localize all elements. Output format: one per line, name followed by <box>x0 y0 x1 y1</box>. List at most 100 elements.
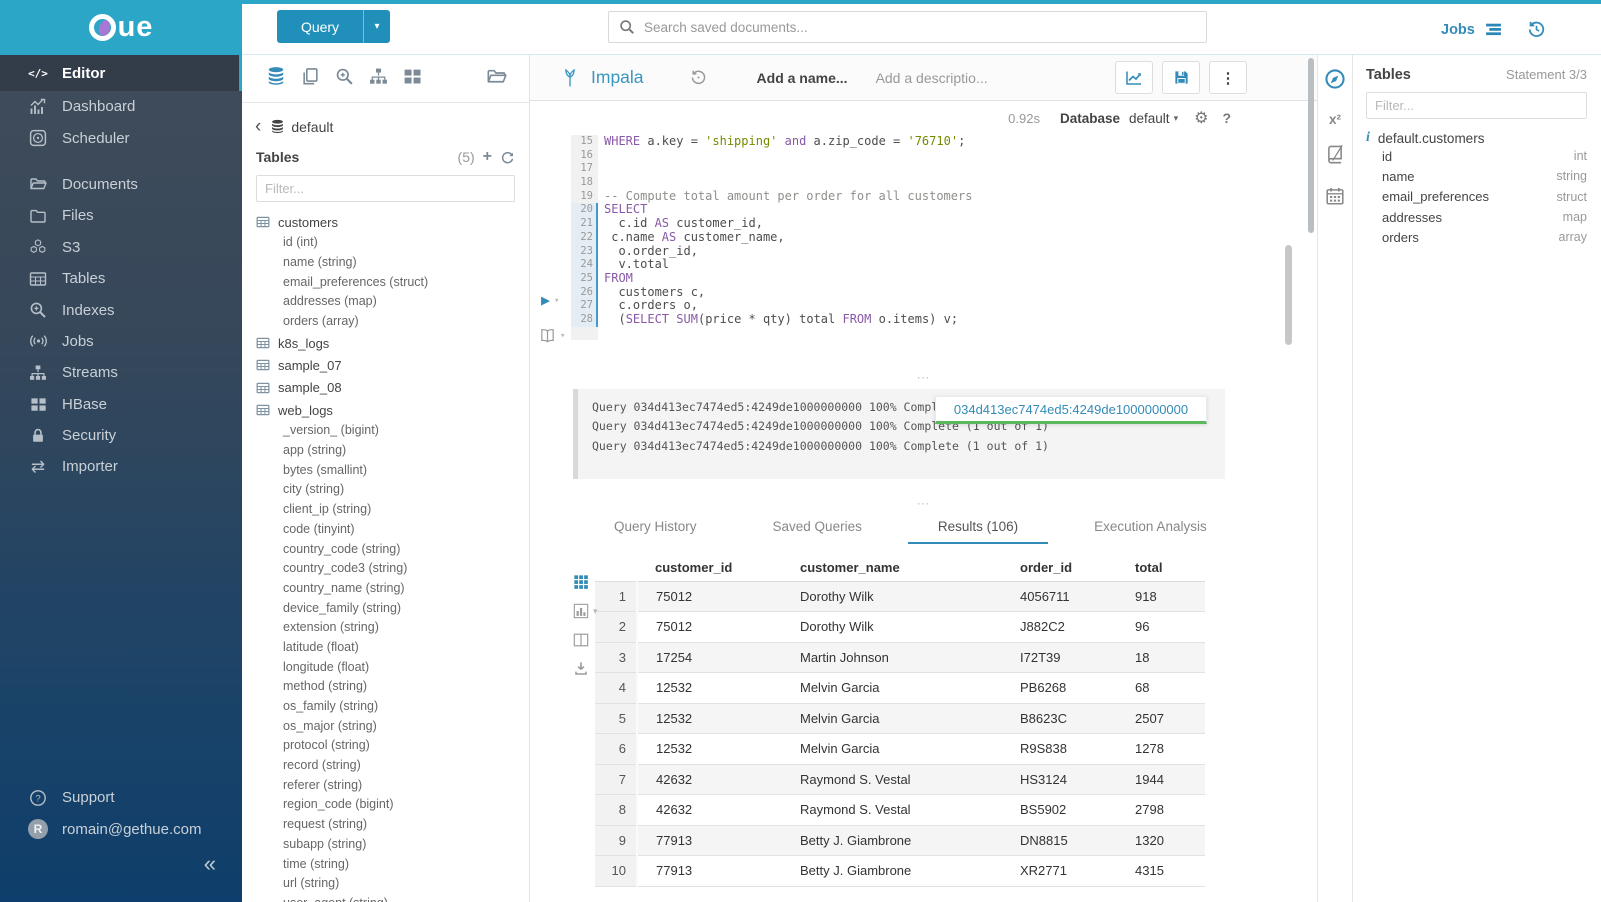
chevron-down-icon[interactable]: ▾ <box>1174 113 1179 124</box>
assist-column[interactable]: name (string) <box>256 253 529 273</box>
assist-column[interactable]: url (string) <box>256 874 529 894</box>
sidebar-item-jobs[interactable]: Jobs <box>0 326 242 357</box>
assist-column[interactable]: record (string) <box>256 756 529 776</box>
resize-handle[interactable]: ⋯ <box>530 499 1317 511</box>
sidebar-item-user[interactable]: R romain@gethue.com <box>0 814 242 845</box>
column-header-order_id[interactable]: order_id <box>1002 554 1117 581</box>
settings-gear-icon[interactable]: ⚙ <box>1194 108 1208 128</box>
assist-column[interactable]: _version_ (bigint) <box>256 421 529 441</box>
execute-button[interactable]: ▶ ▾ <box>541 293 559 308</box>
query-dropdown-caret-icon[interactable]: ▾ <box>363 10 390 43</box>
assist-column[interactable]: method (string) <box>256 677 529 697</box>
schema-column-addresses[interactable]: addressesmap <box>1366 207 1587 227</box>
collapse-sidebar-button[interactable]: « <box>0 845 242 877</box>
code-line-26[interactable]: 26 customers c, <box>530 286 1317 300</box>
download-icon[interactable] <box>573 661 598 677</box>
database-select[interactable]: default <box>1129 111 1170 126</box>
sidebar-item-indexes[interactable]: Indexes <box>0 294 242 325</box>
code-line-22[interactable]: 22 c.name AS customer_name, <box>530 231 1317 245</box>
assist-table-k8s_logs[interactable]: k8s_logs <box>256 332 529 354</box>
editor-scrollbar[interactable] <box>1285 245 1292 345</box>
jobs-link[interactable]: Jobs <box>1441 22 1475 38</box>
code-line-23[interactable]: 23 o.order_id, <box>530 245 1317 259</box>
refresh-icon[interactable] <box>500 150 515 165</box>
sidebar-item-editor[interactable]: </>Editor <box>0 55 242 91</box>
column-header-customer_name[interactable]: customer_name <box>782 554 1002 581</box>
assist-column[interactable]: code (tinyint) <box>256 520 529 540</box>
assist-column[interactable]: bytes (smallint) <box>256 461 529 481</box>
editor-history-icon[interactable] <box>690 69 707 86</box>
code-line-28[interactable]: 28 (SELECT SUM(price * qty) total FROM o… <box>530 313 1317 327</box>
execute-options-caret-icon[interactable]: ▾ <box>554 296 559 306</box>
chart-view-icon[interactable]: ▾ <box>573 603 598 619</box>
info-icon[interactable]: i <box>1366 130 1370 146</box>
query-button[interactable]: Query ▾ <box>277 10 390 43</box>
tab-query-history[interactable]: Query History <box>584 513 727 544</box>
assist-column[interactable]: longitude (float) <box>256 658 529 678</box>
grid-view-icon[interactable] <box>573 574 598 590</box>
assist-table-web_logs[interactable]: web_logs <box>256 399 529 421</box>
code-line-21[interactable]: 21 c.id AS customer_id, <box>530 217 1317 231</box>
assist-filter-input[interactable] <box>256 175 515 202</box>
code-line-20[interactable]: 20SELECT <box>530 203 1317 217</box>
code-line-24[interactable]: 24 v.total <box>530 258 1317 272</box>
query-history-icon[interactable] <box>1527 20 1546 39</box>
code-line-27[interactable]: 27 c.orders o, <box>530 299 1317 313</box>
save-button[interactable] <box>1162 61 1200 94</box>
code-line-17[interactable]: 17 <box>530 162 1317 176</box>
hbase-grid-icon[interactable] <box>403 67 422 91</box>
assist-column[interactable]: city (string) <box>256 480 529 500</box>
active-table[interactable]: i default.customers <box>1366 130 1587 146</box>
sidebar-item-security[interactable]: Security <box>0 420 242 451</box>
assist-column[interactable]: user_agent (string) <box>256 894 529 902</box>
assist-column[interactable]: country_name (string) <box>256 579 529 599</box>
assist-column[interactable]: protocol (string) <box>256 736 529 756</box>
query-button-label[interactable]: Query <box>277 10 363 43</box>
tab-results-106-[interactable]: Results (106) <box>908 513 1048 544</box>
assist-table-customers[interactable]: customers <box>256 211 529 233</box>
assist-column[interactable]: subapp (string) <box>256 835 529 855</box>
query-id-popover[interactable]: 034d413ec7474ed5:4249de1000000000 <box>935 396 1207 424</box>
code-line-18[interactable]: 18 <box>530 176 1317 190</box>
collapse-chevrons-icon[interactable]: « <box>204 851 216 876</box>
database-name[interactable]: default <box>291 119 333 135</box>
code-line-19[interactable]: 19-- Compute total amount per order for … <box>530 190 1317 204</box>
sidebar-item-s3[interactable]: S3 <box>0 232 242 263</box>
assist-column[interactable]: client_ip (string) <box>256 500 529 520</box>
sidebar-item-files[interactable]: Files <box>0 200 242 231</box>
sidebar-item-tables[interactable]: Tables <box>0 263 242 294</box>
presentation-mode-button[interactable]: ▾ <box>539 327 565 344</box>
sql-source-icon[interactable] <box>266 66 286 91</box>
assist-column[interactable]: referer (string) <box>256 776 529 796</box>
schedule-calendar-icon[interactable] <box>1325 186 1345 211</box>
sitemap-icon[interactable] <box>369 67 388 91</box>
assist-column[interactable]: orders (array) <box>256 312 529 332</box>
right-panel-filter-input[interactable] <box>1366 92 1587 119</box>
chart-options-caret-icon[interactable]: ▾ <box>593 606 598 617</box>
assist-column[interactable]: os_family (string) <box>256 697 529 717</box>
global-search[interactable] <box>608 11 1207 43</box>
sidebar-item-documents[interactable]: Documents <box>0 169 242 200</box>
assist-column[interactable]: latitude (float) <box>256 638 529 658</box>
search-plus-icon[interactable] <box>335 67 354 91</box>
assist-column[interactable]: app (string) <box>256 441 529 461</box>
tasks-icon[interactable] <box>1484 20 1503 39</box>
panel-scrollbar[interactable] <box>1308 58 1314 233</box>
assist-column[interactable]: id (int) <box>256 233 529 253</box>
schema-column-orders[interactable]: ordersarray <box>1366 227 1587 247</box>
sidebar-item-hbase[interactable]: HBase <box>0 389 242 420</box>
documents-source-icon[interactable] <box>301 67 320 91</box>
database-breadcrumb[interactable]: ‹ default <box>255 117 529 136</box>
sidebar-item-dashboard[interactable]: Dashboard <box>0 91 242 122</box>
assist-column[interactable]: extension (string) <box>256 618 529 638</box>
more-actions-button[interactable]: ⋮ <box>1209 61 1247 94</box>
documents-folder-icon[interactable] <box>486 66 507 92</box>
sidebar-item-importer[interactable]: ⇄Importer <box>0 451 242 482</box>
schema-column-name[interactable]: namestring <box>1366 166 1587 186</box>
sql-editor[interactable]: 15WHERE a.key = 'shipping' and a.zip_cod… <box>530 135 1317 349</box>
assist-column[interactable]: addresses (map) <box>256 292 529 312</box>
add-table-icon[interactable]: + <box>483 148 492 166</box>
hue-logo[interactable]: ue <box>0 0 242 55</box>
column-header-customer_id[interactable]: customer_id <box>637 554 782 581</box>
active-table-name[interactable]: default.customers <box>1378 131 1485 146</box>
